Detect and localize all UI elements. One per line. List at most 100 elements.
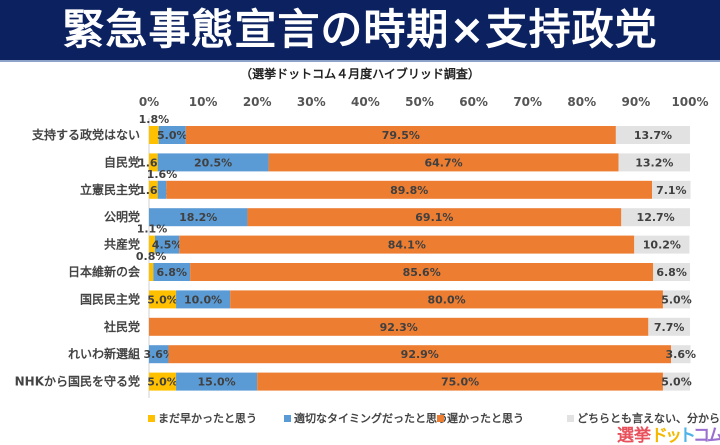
bar-segment	[179, 235, 635, 254]
logo-char: ッ	[665, 426, 682, 445]
bar-segment	[190, 263, 654, 281]
data-label: 85.6%	[403, 266, 441, 279]
bar-segment	[247, 208, 622, 227]
legend-swatch	[148, 415, 155, 422]
logo-char: ト	[679, 426, 696, 445]
bar-segment	[168, 345, 672, 364]
data-label: 5.0%	[661, 293, 692, 306]
chart-title: 緊急事態宣言の時期×支持政党	[62, 5, 658, 54]
category-label: 日本維新の会	[68, 264, 141, 279]
bar-segment	[621, 208, 690, 227]
data-label: 1.1%	[137, 223, 168, 236]
data-label: 10.0%	[184, 293, 222, 306]
bar-segment	[618, 153, 690, 172]
bar-segment	[185, 126, 616, 144]
data-label: 12.7%	[637, 211, 675, 224]
bar-segment	[648, 317, 690, 336]
bar-segment	[615, 126, 690, 144]
x-tick-label: 0%	[139, 95, 159, 109]
bar-segment	[157, 153, 269, 172]
legend-label: まだ早かったと思う	[158, 412, 257, 425]
category-label: れいわ新選組	[68, 346, 140, 361]
bar-segment	[149, 180, 158, 199]
data-label: 5.0%	[147, 293, 178, 306]
x-tick-label: 10%	[189, 95, 218, 109]
bar-segment	[662, 290, 690, 309]
data-label: 89.8%	[390, 184, 428, 197]
category-label: 共産党	[104, 237, 140, 252]
data-label: 3.6%	[666, 348, 697, 361]
bar-segment	[149, 235, 155, 254]
x-tick-label: 60%	[459, 95, 488, 109]
data-label: 69.1%	[415, 211, 453, 224]
legend-swatch	[437, 415, 444, 422]
legend-swatch	[567, 415, 574, 422]
data-label: 64.7%	[424, 156, 462, 169]
x-tick-label: 90%	[622, 95, 651, 109]
data-label: 6.8%	[656, 266, 687, 279]
data-label: 10.2%	[643, 239, 681, 252]
bar-segment	[662, 372, 690, 391]
legend-swatch	[284, 415, 291, 422]
x-tick-label: 30%	[297, 95, 326, 109]
bar-segment	[149, 345, 169, 364]
legend-label: 適切なタイミングだったと思う	[294, 411, 448, 425]
bar-segment	[652, 180, 691, 199]
bar-segment	[257, 372, 663, 391]
category-label: 公明党	[104, 209, 140, 224]
x-tick-label: 40%	[351, 95, 380, 109]
title-banner	[0, 0, 720, 62]
logo-char: 選	[617, 426, 634, 445]
category-label: 社民党	[103, 319, 140, 334]
chart-subtitle: （選挙ドットコム４月度ハイブリッド調査）	[240, 67, 480, 81]
data-label: 1.6%	[147, 168, 178, 181]
category-label: 支持する政党はない	[31, 127, 140, 142]
bar-segment	[268, 153, 619, 172]
data-label: 7.7%	[654, 321, 685, 334]
bar-segment	[149, 372, 177, 391]
bar-segment	[157, 180, 167, 199]
data-label: 7.1%	[656, 184, 687, 197]
data-label: 75.0%	[441, 376, 479, 389]
data-label: 6.8%	[156, 266, 187, 279]
logo-char: コ	[693, 426, 710, 445]
data-label: 1.8%	[139, 113, 170, 126]
data-label: 79.5%	[382, 129, 420, 142]
x-tick-label: 80%	[567, 95, 596, 109]
legend-label: どちらとも言えない、分からない	[577, 411, 720, 425]
bar-segment	[149, 126, 159, 144]
data-label: 5.0%	[661, 376, 692, 389]
bar-segment	[149, 317, 649, 336]
bar-segment	[153, 263, 191, 281]
logo-char: 挙	[633, 425, 652, 445]
data-label: 13.7%	[634, 129, 672, 142]
x-tick-label: 20%	[243, 95, 272, 109]
bar-segment	[149, 263, 154, 281]
data-label: 3.6%	[143, 348, 174, 361]
logo-char: ド	[651, 426, 668, 445]
bar-segment	[149, 153, 158, 172]
category-label: 立憲民主党	[80, 182, 140, 197]
data-label: 5.0%	[157, 129, 188, 142]
bar-segment	[634, 235, 690, 254]
data-label: 92.3%	[380, 321, 418, 334]
category-label: NHKから国民を守る党	[15, 374, 140, 389]
bar-segment	[166, 180, 653, 199]
x-tick-label: 50%	[405, 95, 434, 109]
bar-segment	[149, 290, 177, 309]
data-label: 5.0%	[147, 376, 178, 389]
bar-segment	[653, 263, 690, 281]
bar-segment	[176, 290, 231, 309]
data-label: 20.5%	[194, 156, 232, 169]
data-label: 18.2%	[179, 211, 217, 224]
bar-segment	[230, 290, 663, 309]
data-label: 84.1%	[388, 239, 426, 252]
data-label: 4.5%	[152, 239, 183, 252]
bar-segment	[671, 345, 691, 364]
logo-char: ム	[707, 426, 720, 445]
bar-segment	[158, 126, 186, 144]
legend-label: 遅かったと思う	[447, 412, 524, 425]
data-label: 0.8%	[136, 250, 167, 263]
bar-segment	[176, 372, 258, 391]
